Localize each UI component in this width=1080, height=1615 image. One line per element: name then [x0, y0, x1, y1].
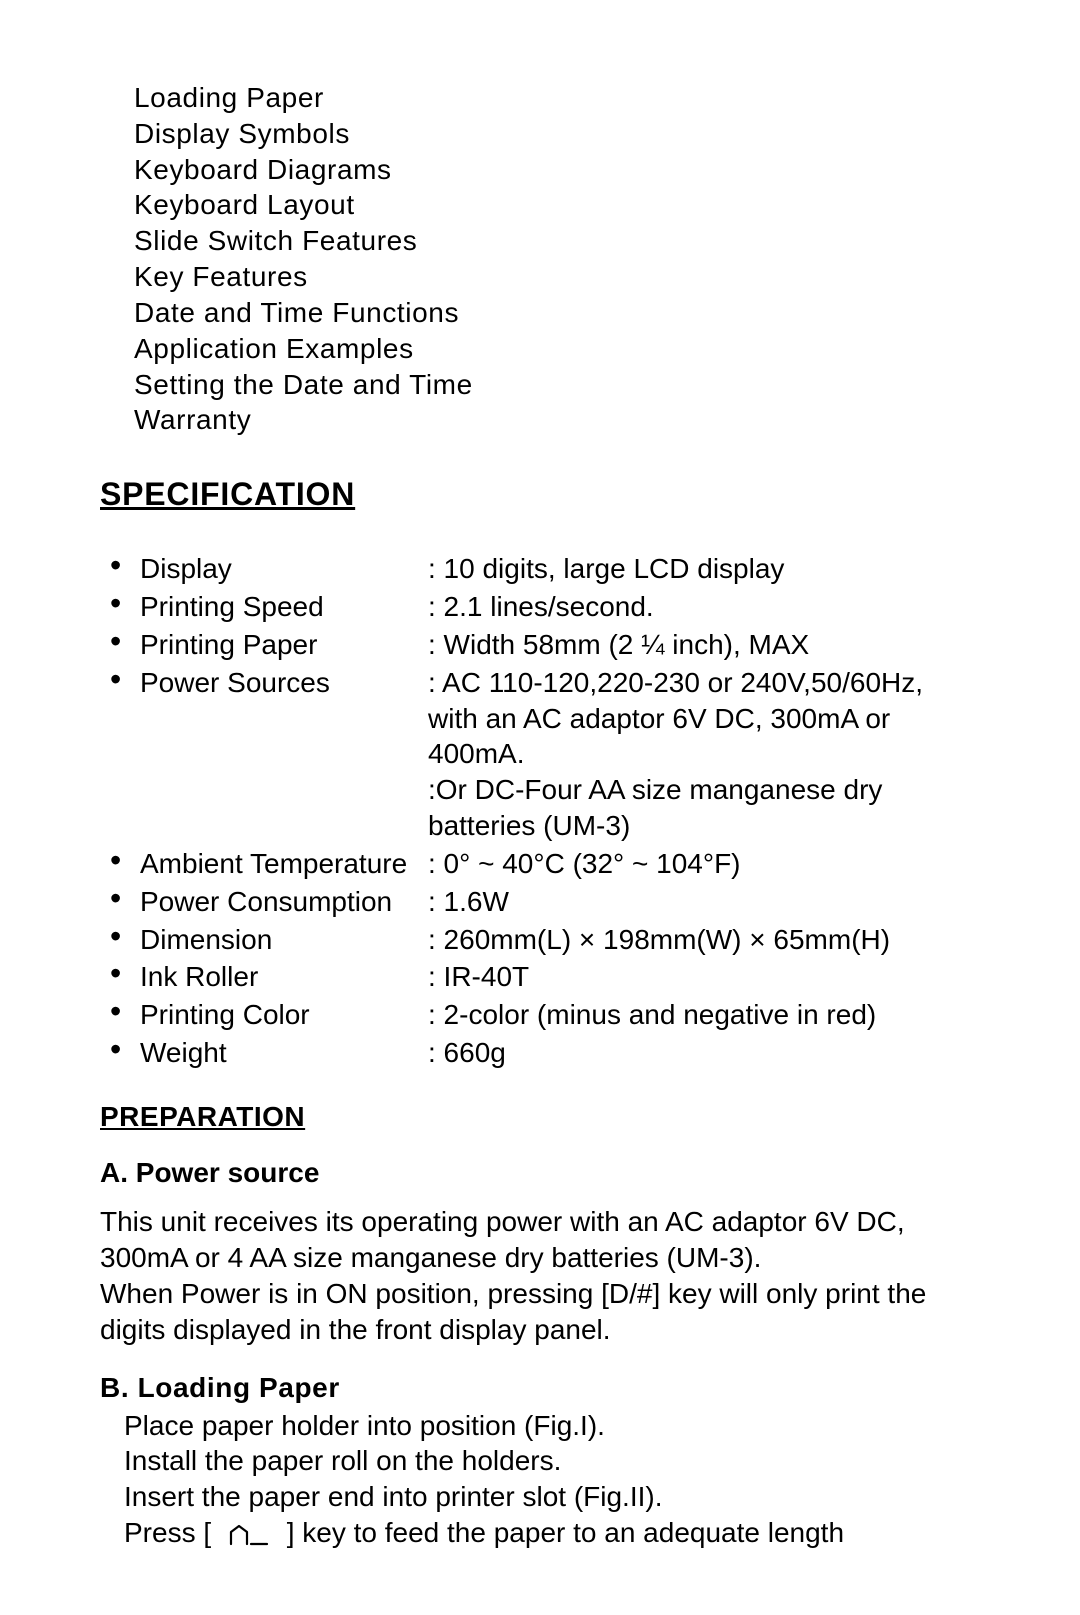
toc-item: Keyboard Layout: [134, 187, 990, 223]
spec-item-printing-paper: Printing Paper : Width 58mm (2 ¼ inch), …: [100, 627, 990, 663]
preparation-heading: PREPARATION: [100, 1099, 990, 1135]
spec-label: Weight: [140, 1035, 428, 1071]
manual-page: Loading Paper Display Symbols Keyboard D…: [0, 0, 1080, 1615]
spec-item-ambient-temp: Ambient Temperature : 0° ~ 40°C (32° ~ 1…: [100, 846, 990, 882]
toc-item: Application Examples: [134, 331, 990, 367]
spec-value-line: :Or DC-Four AA size manganese dry: [428, 772, 990, 808]
spec-item-ink-roller: Ink Roller : IR-40T: [100, 959, 990, 995]
spec-label: Printing Paper: [140, 627, 428, 663]
spec-label: Dimension: [140, 922, 428, 958]
spec-value: : 2.1 lines/second.: [428, 589, 990, 625]
spec-value: : 660g: [428, 1035, 990, 1071]
spec-label: Display: [140, 551, 428, 587]
toc-item: Slide Switch Features: [134, 223, 990, 259]
spec-value: : 10 digits, large LCD display: [428, 551, 990, 587]
section-a-body: This unit receives its operating power w…: [100, 1204, 990, 1347]
spec-value: : AC 110-120,220-230 or 240V,50/60Hz, wi…: [428, 665, 990, 844]
specification-list: Display : 10 digits, large LCD display P…: [100, 551, 990, 1071]
paper-feed-icon: [229, 1519, 269, 1555]
spec-value: : 260mm(L) × 198mm(W) × 65mm(H): [428, 922, 990, 958]
toc-item: Date and Time Functions: [134, 295, 990, 331]
spec-item-dimension: Dimension : 260mm(L) × 198mm(W) × 65mm(H…: [100, 922, 990, 958]
toc-item: Setting the Date and Time: [134, 367, 990, 403]
toc-item: Key Features: [134, 259, 990, 295]
spec-value-line: : AC 110-120,220-230 or 240V,50/60Hz,: [428, 667, 923, 698]
spec-label: Ink Roller: [140, 959, 428, 995]
spec-label: Power Consumption: [140, 884, 428, 920]
specification-heading: SPECIFICATION: [100, 474, 990, 515]
spec-value: : 1.6W: [428, 884, 990, 920]
spec-value-line: batteries (UM-3): [428, 808, 990, 844]
toc-item: Warranty: [134, 402, 990, 438]
section-a-heading: A. Power source: [100, 1155, 990, 1191]
spec-label: Printing Color: [140, 997, 428, 1033]
toc-item: Loading Paper: [134, 80, 990, 116]
toc-list: Loading Paper Display Symbols Keyboard D…: [134, 80, 990, 438]
spec-value-line: 400mA.: [428, 736, 990, 772]
toc-item: Display Symbols: [134, 116, 990, 152]
section-b-line: Press [ ] key to feed the paper to an ad…: [124, 1515, 990, 1555]
spec-value: : 0° ~ 40°C (32° ~ 104°F): [428, 846, 990, 882]
section-b: B. Loading Paper Place paper holder into…: [100, 1370, 990, 1555]
spec-label: Printing Speed: [140, 589, 428, 625]
toc-item: Keyboard Diagrams: [134, 152, 990, 188]
section-b-line: Insert the paper end into printer slot (…: [124, 1479, 990, 1515]
section-b-heading: B. Loading Paper: [100, 1370, 990, 1406]
spec-item-weight: Weight : 660g: [100, 1035, 990, 1071]
spec-item-display: Display : 10 digits, large LCD display: [100, 551, 990, 587]
section-b-line: Install the paper roll on the holders.: [124, 1443, 990, 1479]
spec-item-printing-speed: Printing Speed : 2.1 lines/second.: [100, 589, 990, 625]
spec-value: : IR-40T: [428, 959, 990, 995]
spec-label: Power Sources: [140, 665, 428, 701]
spec-value-line: with an AC adaptor 6V DC, 300mA or: [428, 701, 990, 737]
section-b-line4-post: ] key to feed the paper to an adequate l…: [287, 1517, 844, 1548]
section-b-line: Place paper holder into position (Fig.I)…: [124, 1408, 990, 1444]
spec-value: : 2-color (minus and negative in red): [428, 997, 990, 1033]
spec-item-printing-color: Printing Color : 2-color (minus and nega…: [100, 997, 990, 1033]
spec-item-power-sources: Power Sources : AC 110-120,220-230 or 24…: [100, 665, 990, 844]
spec-item-power-consumption: Power Consumption : 1.6W: [100, 884, 990, 920]
spec-value: : Width 58mm (2 ¼ inch), MAX: [428, 627, 990, 663]
section-b-line4-pre: Press [: [124, 1517, 211, 1548]
spec-label: Ambient Temperature: [140, 846, 428, 882]
